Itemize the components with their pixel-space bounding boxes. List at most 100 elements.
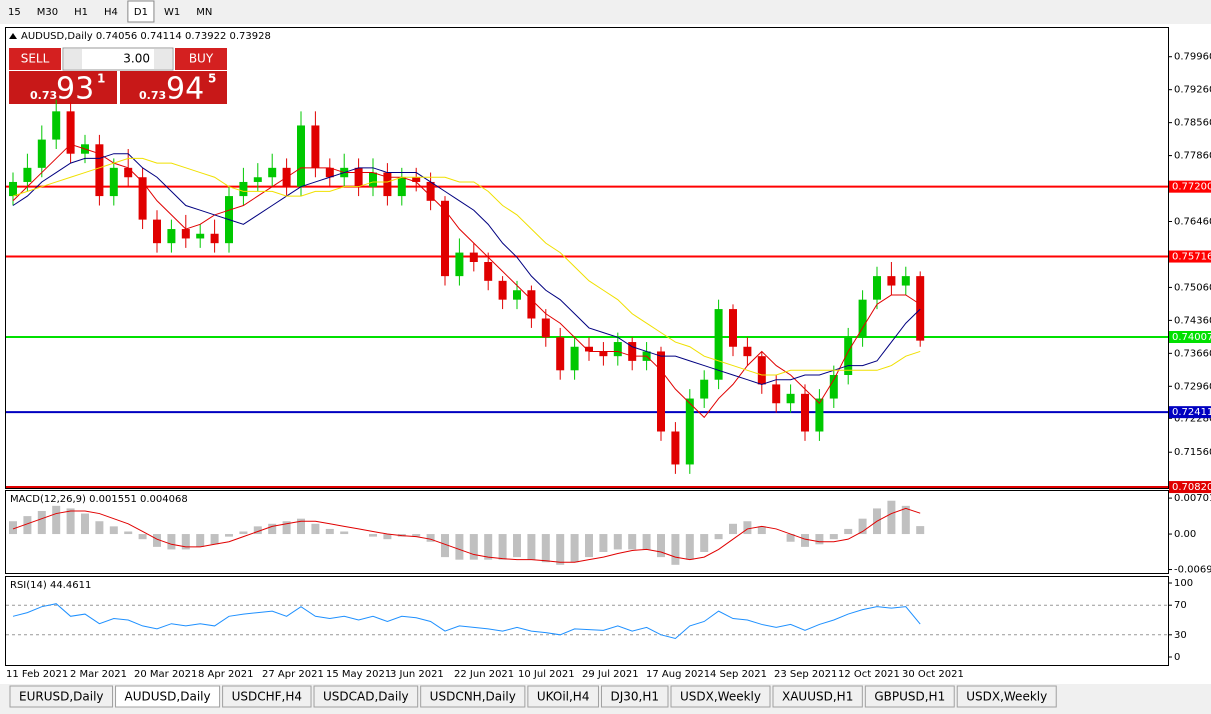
level-label: 0.75716 — [1172, 252, 1211, 263]
candle-body — [873, 276, 881, 300]
tab-label[interactable]: AUDUSD,Daily — [125, 690, 211, 704]
candle-body — [109, 167, 118, 197]
candle-body — [325, 167, 334, 178]
tab[interactable] — [9, 685, 114, 708]
lot-input[interactable] — [62, 47, 174, 71]
macd-bar — [599, 534, 608, 552]
candle-body — [657, 351, 665, 432]
timeframe-button[interactable]: M30 — [37, 7, 58, 18]
rsi-line — [12, 603, 921, 640]
macd-bar — [167, 534, 176, 550]
macd-bar — [844, 528, 853, 535]
tab-label[interactable]: USDCHF,H4 — [232, 690, 302, 704]
y-tick-label: 0.007015 — [1174, 493, 1211, 504]
candle-body — [66, 111, 75, 154]
candle-body — [700, 379, 709, 399]
macd-bar — [225, 534, 233, 537]
candle-body — [369, 172, 377, 187]
macd-bar — [383, 534, 392, 540]
tab[interactable] — [527, 685, 599, 708]
tab[interactable] — [956, 685, 1057, 708]
tab[interactable] — [864, 685, 955, 708]
timeframe-button[interactable]: 15 — [8, 7, 21, 18]
tab-label[interactable]: EURUSD,Daily — [19, 690, 104, 704]
sell-button[interactable] — [9, 48, 61, 70]
buy-price-pips: 94 — [166, 72, 204, 107]
macd-bar — [441, 534, 449, 558]
tab[interactable] — [313, 685, 419, 708]
timeframe-button[interactable]: W1 — [164, 7, 180, 18]
macd-bar — [109, 526, 118, 535]
macd-bar — [210, 534, 219, 545]
candle-body — [23, 167, 32, 182]
sell-price-box[interactable] — [9, 71, 117, 104]
tab-label[interactable]: XAUUSD,H1 — [782, 690, 853, 704]
x-tick-label: 23 Sep 2021 — [774, 669, 837, 680]
candle-body — [786, 393, 795, 404]
tab[interactable] — [600, 685, 669, 708]
y-tick-label: 30 — [1174, 630, 1187, 641]
candle-body — [844, 337, 853, 376]
macd-bar — [37, 510, 46, 535]
timeframe-button[interactable]: MN — [196, 7, 212, 18]
lot-up[interactable] — [154, 49, 172, 69]
candle-body — [239, 181, 248, 197]
timeframe-button[interactable]: H1 — [74, 7, 88, 18]
macd-bar — [513, 534, 521, 558]
candle-body — [613, 342, 622, 357]
x-tick-label: 29 Jul 2021 — [582, 669, 639, 680]
macd-bar — [628, 534, 637, 550]
buy-price-big: 0.73 — [139, 89, 166, 102]
macd-bar — [268, 523, 277, 535]
candle-body — [354, 167, 363, 187]
tab[interactable] — [115, 685, 221, 708]
y-tick-label: 0 — [1174, 652, 1180, 663]
level-tag — [1169, 250, 1211, 263]
tab-label[interactable]: GBPUSD,H1 — [874, 690, 945, 704]
candle-body — [469, 252, 478, 263]
buy-price-box[interactable] — [120, 71, 227, 104]
candle-body — [37, 139, 46, 168]
tab[interactable] — [420, 685, 526, 708]
tab-label[interactable]: UKOil,H4 — [537, 690, 590, 704]
tab-label[interactable]: DJ30,H1 — [610, 690, 659, 704]
macd-bar — [700, 534, 709, 552]
macd-bar — [657, 534, 665, 558]
tab-label[interactable]: USDCAD,Daily — [323, 690, 409, 704]
macd-bar — [469, 534, 478, 560]
timeframe-button[interactable]: H4 — [104, 7, 118, 18]
timeframe-button[interactable]: D1 — [134, 7, 148, 18]
buy-button[interactable] — [175, 48, 227, 70]
macd-bar — [297, 518, 305, 535]
candle-body — [498, 280, 507, 300]
candle-body — [441, 200, 449, 277]
tab[interactable] — [772, 685, 863, 708]
candle-body — [196, 233, 205, 239]
candle-body — [729, 309, 737, 347]
x-tick-label: 4 Sep 2021 — [710, 669, 767, 680]
lot-down[interactable] — [64, 49, 82, 69]
candle-body — [541, 318, 550, 338]
candle-body — [268, 167, 277, 178]
tab-label[interactable]: USDX,Weekly — [966, 690, 1047, 704]
chart-title: AUDUSD,Daily 0.74056 0.74114 0.73922 0.7… — [21, 31, 271, 42]
candle-body — [426, 181, 435, 201]
tab-label[interactable]: USDX,Weekly — [680, 690, 761, 704]
moving-average — [12, 157, 921, 376]
candle-body — [801, 393, 809, 432]
timeframe-active[interactable] — [127, 0, 155, 23]
tab[interactable] — [222, 685, 312, 708]
collapse-icon[interactable] — [9, 33, 17, 39]
macd-bar — [498, 534, 507, 560]
tab[interactable] — [670, 685, 771, 708]
buy-price-point: 5 — [208, 72, 216, 86]
macd-bar — [829, 534, 838, 540]
tab-label[interactable]: USDCNH,Daily — [430, 690, 516, 704]
macd-bar — [23, 516, 32, 535]
toolbar — [0, 0, 1211, 24]
